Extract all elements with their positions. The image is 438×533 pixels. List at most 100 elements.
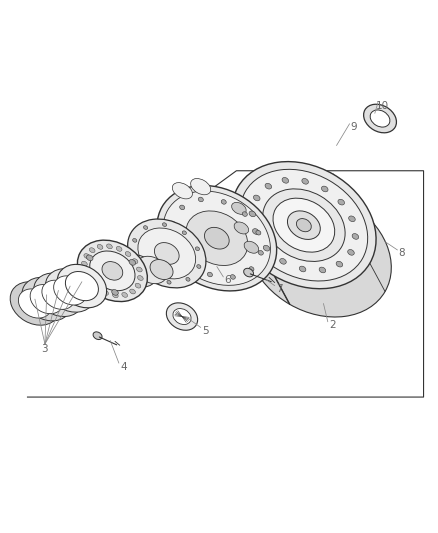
Ellipse shape bbox=[147, 272, 151, 276]
Ellipse shape bbox=[258, 251, 263, 255]
Ellipse shape bbox=[113, 293, 118, 298]
Ellipse shape bbox=[256, 230, 261, 235]
Ellipse shape bbox=[134, 256, 138, 260]
Ellipse shape bbox=[166, 303, 198, 330]
Ellipse shape bbox=[180, 205, 185, 209]
Text: 3: 3 bbox=[42, 344, 48, 354]
Ellipse shape bbox=[370, 110, 390, 127]
Ellipse shape bbox=[232, 203, 246, 214]
Ellipse shape bbox=[90, 251, 135, 290]
Ellipse shape bbox=[150, 260, 173, 279]
Ellipse shape bbox=[321, 186, 328, 192]
Ellipse shape bbox=[125, 252, 131, 256]
Ellipse shape bbox=[338, 199, 344, 205]
Ellipse shape bbox=[93, 332, 102, 340]
Ellipse shape bbox=[265, 183, 272, 189]
Ellipse shape bbox=[244, 241, 259, 253]
Ellipse shape bbox=[205, 228, 229, 249]
Ellipse shape bbox=[89, 248, 95, 253]
Ellipse shape bbox=[349, 216, 355, 222]
Ellipse shape bbox=[173, 241, 178, 246]
Ellipse shape bbox=[170, 221, 175, 226]
Ellipse shape bbox=[280, 259, 286, 264]
Ellipse shape bbox=[172, 183, 192, 199]
Ellipse shape bbox=[173, 309, 191, 325]
Ellipse shape bbox=[65, 271, 99, 301]
Ellipse shape bbox=[120, 255, 157, 287]
Ellipse shape bbox=[34, 273, 83, 317]
Ellipse shape bbox=[364, 104, 396, 133]
Ellipse shape bbox=[30, 285, 63, 314]
Text: 10: 10 bbox=[376, 101, 389, 111]
Ellipse shape bbox=[273, 198, 335, 252]
Text: 9: 9 bbox=[350, 122, 357, 132]
Ellipse shape bbox=[94, 285, 99, 290]
Ellipse shape bbox=[78, 240, 148, 302]
Ellipse shape bbox=[297, 219, 311, 232]
Ellipse shape bbox=[352, 233, 359, 239]
Ellipse shape bbox=[53, 276, 87, 305]
Ellipse shape bbox=[132, 259, 138, 264]
Ellipse shape bbox=[162, 223, 166, 227]
Ellipse shape bbox=[186, 211, 248, 265]
Ellipse shape bbox=[240, 169, 367, 281]
Ellipse shape bbox=[230, 274, 235, 279]
Text: 8: 8 bbox=[399, 248, 405, 259]
Ellipse shape bbox=[84, 254, 90, 259]
Ellipse shape bbox=[102, 262, 123, 280]
Ellipse shape bbox=[103, 290, 109, 295]
Text: 5: 5 bbox=[202, 326, 208, 336]
Text: 6: 6 bbox=[224, 276, 231, 286]
Ellipse shape bbox=[97, 245, 103, 249]
Ellipse shape bbox=[136, 256, 167, 284]
Ellipse shape bbox=[138, 228, 196, 279]
Ellipse shape bbox=[348, 249, 354, 255]
Ellipse shape bbox=[263, 245, 270, 251]
Ellipse shape bbox=[144, 225, 148, 229]
Ellipse shape bbox=[122, 293, 127, 297]
Ellipse shape bbox=[242, 212, 247, 216]
Ellipse shape bbox=[302, 179, 308, 184]
Ellipse shape bbox=[22, 278, 71, 321]
Ellipse shape bbox=[186, 278, 190, 281]
Ellipse shape bbox=[133, 238, 137, 242]
Ellipse shape bbox=[167, 280, 171, 284]
Ellipse shape bbox=[57, 264, 106, 308]
Ellipse shape bbox=[221, 200, 226, 204]
Ellipse shape bbox=[182, 231, 187, 235]
Ellipse shape bbox=[137, 267, 142, 272]
Ellipse shape bbox=[249, 211, 256, 217]
Ellipse shape bbox=[282, 177, 289, 183]
Ellipse shape bbox=[130, 289, 135, 294]
Ellipse shape bbox=[299, 266, 306, 272]
Text: 4: 4 bbox=[120, 361, 127, 372]
Ellipse shape bbox=[18, 289, 51, 318]
Ellipse shape bbox=[86, 255, 93, 261]
Ellipse shape bbox=[10, 282, 60, 325]
Ellipse shape bbox=[197, 265, 201, 269]
Ellipse shape bbox=[116, 246, 122, 251]
Ellipse shape bbox=[186, 260, 191, 265]
Ellipse shape bbox=[112, 289, 118, 295]
Ellipse shape bbox=[263, 189, 345, 261]
Ellipse shape bbox=[244, 268, 254, 277]
Ellipse shape bbox=[157, 185, 277, 291]
Ellipse shape bbox=[106, 244, 112, 249]
Ellipse shape bbox=[155, 243, 179, 264]
Ellipse shape bbox=[127, 219, 206, 288]
Ellipse shape bbox=[129, 260, 136, 265]
Ellipse shape bbox=[198, 197, 203, 202]
Ellipse shape bbox=[135, 283, 141, 288]
Ellipse shape bbox=[163, 191, 270, 285]
Text: 7: 7 bbox=[276, 284, 283, 294]
Ellipse shape bbox=[42, 280, 75, 309]
Ellipse shape bbox=[336, 261, 343, 267]
Ellipse shape bbox=[191, 179, 211, 195]
Ellipse shape bbox=[254, 195, 260, 201]
Ellipse shape bbox=[82, 270, 88, 274]
Ellipse shape bbox=[46, 269, 95, 312]
Text: 2: 2 bbox=[329, 320, 336, 330]
Ellipse shape bbox=[195, 247, 199, 251]
Ellipse shape bbox=[247, 190, 391, 317]
Ellipse shape bbox=[287, 211, 320, 239]
